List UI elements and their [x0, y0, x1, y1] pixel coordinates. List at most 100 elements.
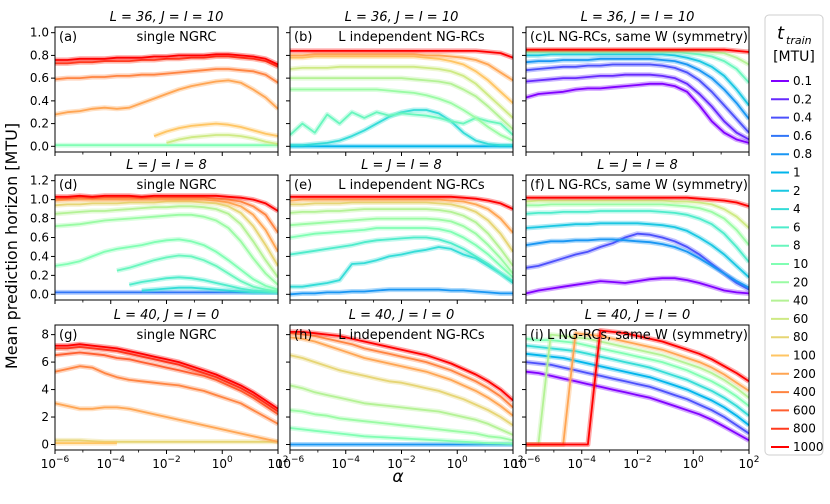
- series-line-4: [141, 286, 278, 294]
- series-line-800: [55, 346, 278, 413]
- y-tick-label: 0.2: [30, 268, 49, 282]
- series-line-10: [290, 227, 513, 278]
- series-line-1000: [290, 195, 513, 210]
- legend: t train [MTU] 0.1 0.2 0.4 0.6 0.8 1 2 4 6 8 10 20 40 60 8…: [764, 14, 824, 456]
- series-line-4: [290, 109, 513, 147]
- legend-label: 40: [793, 294, 808, 308]
- y-tick-label: 0.8: [30, 212, 49, 226]
- series-line-1000: [55, 194, 278, 212]
- panel-subtitle: L independent NG-RCs: [338, 178, 485, 193]
- series-line-40: [290, 384, 513, 436]
- legend-label: 200: [793, 367, 816, 381]
- y-tick-label: 0.6: [30, 231, 49, 245]
- legend-label: 0.2: [793, 92, 812, 106]
- series-band-6: [526, 208, 749, 264]
- legend-item: 100: [771, 349, 816, 363]
- legend-item: 0.8: [771, 147, 812, 161]
- x-tick-label: 100: [212, 455, 233, 471]
- x-tick-label: 10−4: [567, 455, 596, 471]
- series-line-20: [290, 88, 513, 142]
- series-line-80: [290, 201, 513, 253]
- panel-title: L = 40, J = I = 0: [114, 308, 219, 323]
- series-line-0.4: [526, 232, 749, 291]
- series-group: [55, 51, 278, 148]
- y-tick-label: 2: [41, 410, 49, 424]
- y-tick-label: 0.2: [30, 117, 49, 131]
- series-line-200: [55, 198, 278, 253]
- legend-item: 200: [771, 367, 816, 381]
- panel-subtitle: single NGRC: [137, 178, 217, 193]
- legend-label: 80: [793, 330, 808, 344]
- series-line-0.2: [526, 73, 749, 141]
- panel-title: L = 40, J = I = 0: [349, 308, 454, 323]
- x-tick-label: 102: [738, 455, 759, 471]
- panel-title: L = J = I = 8: [597, 158, 678, 173]
- legend-item: 6: [771, 220, 801, 234]
- legend-item: 10: [771, 257, 808, 271]
- x-tick-label: 10−6: [276, 455, 305, 471]
- series-line-10: [55, 238, 278, 291]
- x-tick-label: 102: [502, 455, 523, 471]
- series-group: [55, 341, 278, 446]
- series-line-0.4: [526, 63, 749, 134]
- series-line-40: [290, 77, 513, 130]
- series-line-8: [116, 254, 278, 293]
- series-line-2: [526, 53, 749, 106]
- panel-a: L = 36, J = I = 10 (a) single NGRC 0.0 0.2 0.…: [30, 10, 279, 156]
- plot-frame: [525, 26, 750, 153]
- series-line-200: [55, 402, 278, 443]
- series-line-4: [290, 246, 513, 288]
- series-line-8: [526, 51, 749, 84]
- legend-item: 800: [771, 422, 816, 436]
- legend-label: 0.1: [793, 74, 812, 88]
- series-line-1000: [526, 329, 749, 446]
- panel-subtitle: L NG-RCs, same W (symmetry): [547, 30, 748, 45]
- legend-label: 0.8: [793, 147, 812, 161]
- legend-label: 6: [793, 220, 801, 234]
- legend-item: 40: [771, 294, 808, 308]
- panel-label: (i): [530, 328, 544, 343]
- panel-label: (d): [59, 178, 77, 193]
- legend-item: 0.4: [771, 111, 812, 125]
- series-line-400: [290, 332, 513, 409]
- series-group: [290, 48, 513, 149]
- y-tick-label: 0.0: [30, 287, 49, 301]
- legend-item: 1000: [771, 440, 824, 454]
- legend-label: 2: [793, 184, 801, 198]
- series-line-1000: [55, 343, 278, 410]
- y-tick-label: 1.0: [30, 193, 49, 207]
- panel-label: (b): [294, 30, 312, 45]
- y-axis-label: Mean prediction horizon [MTU]: [2, 123, 21, 369]
- legend-item: 0.1: [771, 74, 812, 88]
- legend-item: 0.2: [771, 92, 812, 106]
- x-tick-label: 10−4: [96, 455, 125, 471]
- series-line-100: [290, 55, 513, 104]
- panel-title: L = 40, J = I = 0: [585, 308, 690, 323]
- panel-label: (a): [59, 30, 77, 45]
- series-line-40: [526, 333, 749, 446]
- legend-label: 1: [793, 166, 801, 180]
- panels: L = 36, J = I = 10 (a) single NGRC 0.0 0.2 0.…: [30, 10, 760, 471]
- series-line-10: [290, 427, 513, 445]
- legend-label: 60: [793, 312, 808, 326]
- series-line-200: [290, 53, 513, 82]
- legend-label: 20: [793, 275, 808, 289]
- legend-item: 600: [771, 403, 816, 417]
- series-line-1: [526, 352, 749, 427]
- series-line-6: [129, 276, 278, 294]
- series-line-400: [55, 365, 278, 425]
- series-band-800: [55, 344, 278, 414]
- x-tick-label: 10−4: [331, 455, 360, 471]
- y-tick-label: 0.0: [30, 139, 49, 153]
- series-line-2: [526, 222, 749, 278]
- series-line-1000: [526, 48, 749, 53]
- x-tick-label: 10−2: [387, 455, 416, 471]
- series-line-20: [55, 213, 278, 286]
- legend-item: 60: [771, 312, 808, 326]
- series-line-60: [166, 134, 278, 145]
- series-line-0.1: [526, 82, 749, 144]
- series-band-4: [290, 244, 513, 290]
- series-line-1000: [526, 196, 749, 208]
- legend-label: 1000: [793, 440, 824, 454]
